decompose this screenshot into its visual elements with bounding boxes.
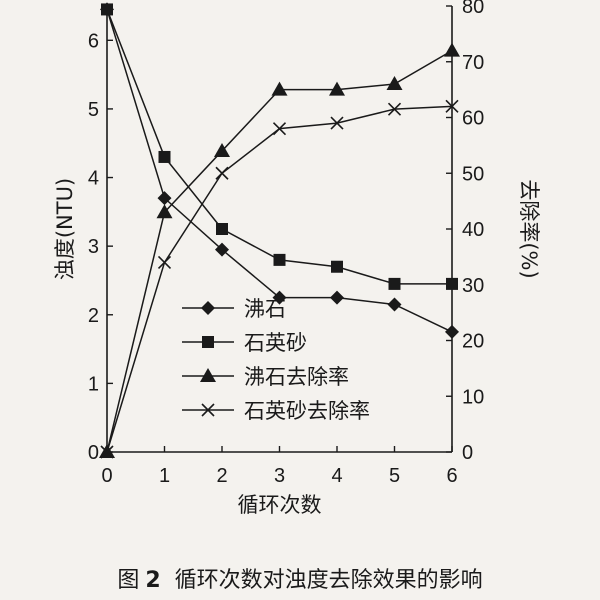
x-tick-label: 0 bbox=[101, 465, 112, 487]
legend-label-2: 石英砂 bbox=[244, 331, 307, 355]
series-3-point-3 bbox=[271, 81, 288, 96]
y-right-tick-label: 20 bbox=[462, 331, 484, 353]
series-4-point-2 bbox=[215, 166, 229, 180]
y-left-tick-label: 6 bbox=[88, 30, 99, 52]
series-3-point-1 bbox=[156, 204, 173, 219]
series-1-point-4 bbox=[330, 290, 344, 305]
caption-prefix: 图 bbox=[117, 568, 140, 593]
series-3-point-5 bbox=[386, 76, 403, 91]
series-1-point-5 bbox=[387, 297, 402, 312]
series-1-point-2 bbox=[215, 242, 229, 257]
legend-marker-3 bbox=[200, 368, 216, 382]
series-2-point-3 bbox=[273, 253, 286, 266]
y-left-axis-title: 浊度(NTU) bbox=[53, 178, 77, 280]
series-2-point-6 bbox=[446, 277, 458, 290]
legend-marker-4 bbox=[201, 403, 215, 417]
series-4-point-1 bbox=[157, 255, 172, 270]
y-left-tick-label: 4 bbox=[88, 168, 99, 190]
caption-text: 循环次数对浊度去除效果的影响 bbox=[174, 568, 483, 593]
y-left-tick-label: 5 bbox=[88, 99, 99, 121]
y-right-tick-label: 40 bbox=[462, 219, 484, 241]
legend-marker-2 bbox=[202, 336, 214, 348]
series-2-point-0 bbox=[101, 3, 113, 16]
series-4-point-4 bbox=[330, 116, 344, 130]
x-tick-label: 2 bbox=[216, 465, 227, 487]
y-right-tick-label: 10 bbox=[462, 386, 484, 408]
series-1-point-3 bbox=[272, 290, 287, 305]
series-line-3 bbox=[106, 49, 453, 453]
y-right-tick-label: 50 bbox=[462, 163, 484, 185]
series-1-point-6 bbox=[445, 324, 459, 339]
x-tick-label: 6 bbox=[446, 465, 457, 487]
legend-label-3: 沸石去除率 bbox=[244, 365, 349, 389]
caption-number: 2 bbox=[145, 568, 161, 593]
y-right-tick-label: 60 bbox=[462, 108, 484, 130]
legend-marker-1 bbox=[201, 301, 215, 315]
x-tick-label: 3 bbox=[274, 465, 285, 487]
series-3-point-6 bbox=[444, 42, 460, 57]
series-2-point-5 bbox=[388, 277, 401, 290]
series-2-point-4 bbox=[331, 260, 343, 273]
dual-axis-line-chart: 0 1 2 3 4 5 6012345601020304050607080循环次数浊度(NT… bbox=[53, 0, 541, 517]
x-tick-label: 5 bbox=[389, 465, 400, 487]
y-right-axis-title: 去除率(%) bbox=[517, 179, 541, 278]
y-right-tick-label: 30 bbox=[462, 275, 484, 297]
series-3-point-4 bbox=[329, 81, 345, 96]
series-line-2 bbox=[106, 9, 452, 285]
series-4-point-5 bbox=[387, 102, 402, 116]
y-right-tick-label: 80 bbox=[462, 0, 484, 18]
series-2-point-2 bbox=[216, 223, 228, 235]
series-4-point-6 bbox=[445, 99, 459, 113]
x-tick-label: 4 bbox=[331, 465, 342, 487]
y-left-tick-label: 2 bbox=[88, 305, 99, 327]
y-left-tick-label: 3 bbox=[88, 236, 99, 258]
series-1-point-1 bbox=[157, 191, 172, 206]
series-4-point-3 bbox=[272, 122, 287, 136]
y-left-tick-label: 0 bbox=[88, 442, 99, 464]
y-right-tick-label: 0 bbox=[462, 442, 473, 464]
legend-label-1: 沸石 bbox=[244, 297, 286, 321]
y-right-tick-label: 70 bbox=[462, 52, 484, 74]
series-2-point-1 bbox=[158, 150, 171, 163]
y-left-tick-label: 1 bbox=[88, 373, 99, 395]
x-axis-title: 循环次数 bbox=[238, 493, 322, 517]
series-3-point-2 bbox=[214, 142, 230, 157]
series-4-point-0 bbox=[100, 445, 114, 459]
x-tick-label: 1 bbox=[159, 465, 170, 487]
figure-caption: 图 2 循环次数对浊度去除效果的影响 bbox=[0, 562, 600, 594]
legend-label-4: 石英砂去除率 bbox=[244, 399, 370, 423]
